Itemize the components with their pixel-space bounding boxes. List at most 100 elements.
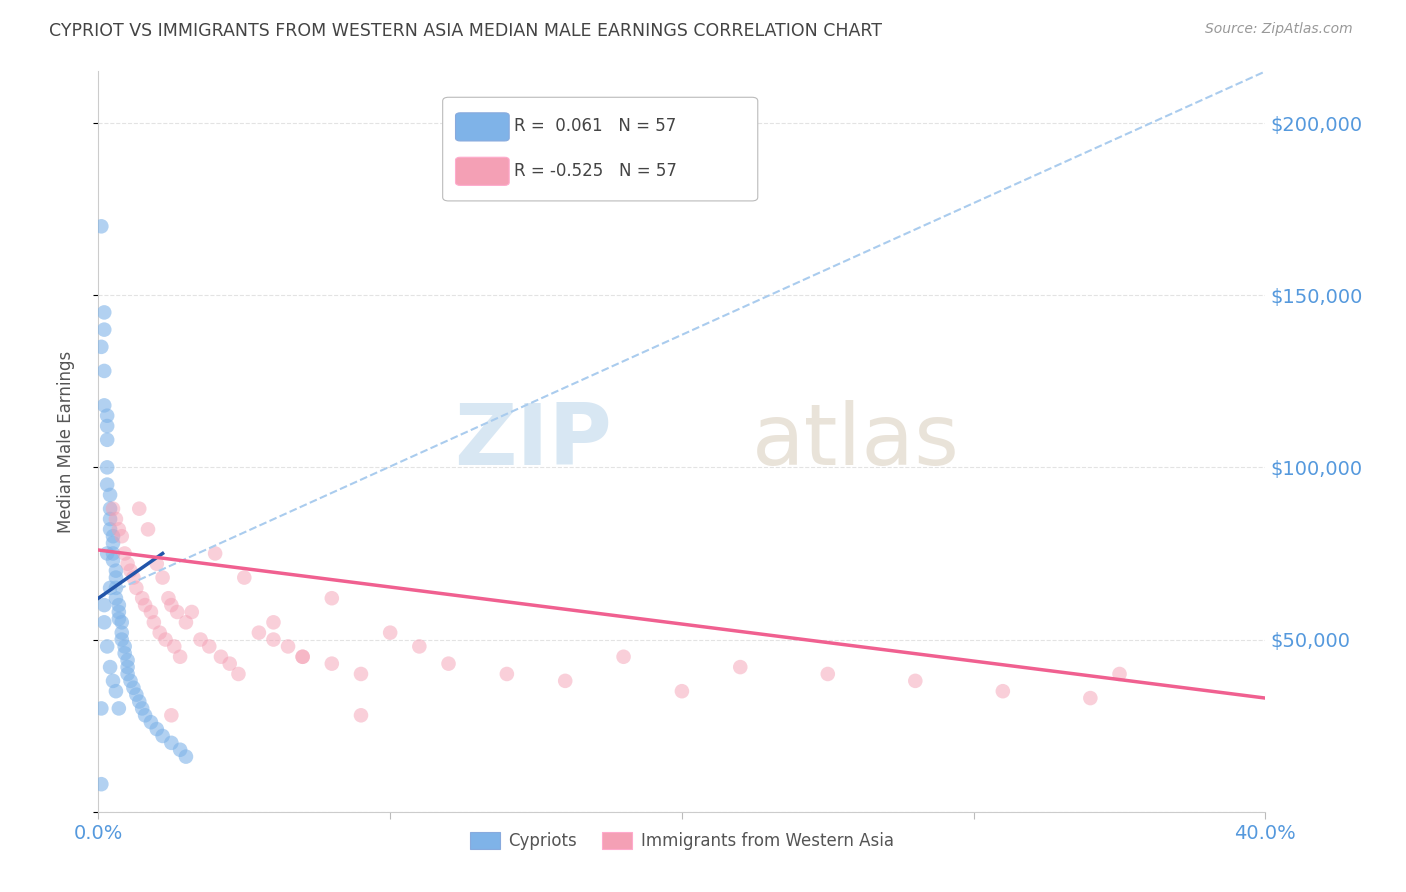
Point	[408, 640, 430, 654]
Point	[98, 522, 121, 536]
Point	[180, 605, 202, 619]
Point	[96, 460, 118, 475]
Point	[554, 673, 576, 688]
Point	[437, 657, 460, 671]
Point	[991, 684, 1014, 698]
Point	[350, 708, 373, 723]
Point	[350, 667, 373, 681]
Text: atlas: atlas	[752, 400, 960, 483]
Point	[98, 581, 121, 595]
Point	[114, 640, 136, 654]
Point	[93, 364, 115, 378]
Point	[108, 522, 131, 536]
Point	[152, 570, 174, 584]
Point	[101, 553, 124, 567]
Point	[96, 419, 118, 434]
Point	[111, 615, 134, 630]
Point	[104, 512, 127, 526]
Point	[149, 625, 172, 640]
Point	[104, 684, 127, 698]
Point	[104, 570, 127, 584]
Point	[104, 564, 127, 578]
Point	[93, 598, 115, 612]
Point	[155, 632, 177, 647]
Text: CYPRIOT VS IMMIGRANTS FROM WESTERN ASIA MEDIAN MALE EARNINGS CORRELATION CHART: CYPRIOT VS IMMIGRANTS FROM WESTERN ASIA …	[49, 22, 882, 40]
Point	[247, 625, 270, 640]
Point	[98, 660, 121, 674]
Point	[128, 694, 150, 708]
Point	[291, 649, 314, 664]
Point	[101, 501, 124, 516]
Point	[1080, 691, 1102, 706]
Point	[163, 640, 186, 654]
Point	[96, 640, 118, 654]
Point	[101, 536, 124, 550]
Point	[157, 591, 180, 606]
Point	[218, 657, 240, 671]
Point	[160, 708, 183, 723]
Point	[93, 323, 115, 337]
Point	[160, 736, 183, 750]
Point	[152, 729, 174, 743]
Point	[111, 625, 134, 640]
Legend: Cypriots, Immigrants from Western Asia: Cypriots, Immigrants from Western Asia	[464, 825, 900, 856]
Point	[90, 777, 112, 791]
Point	[142, 615, 165, 630]
Point	[146, 557, 169, 571]
Point	[117, 667, 139, 681]
FancyBboxPatch shape	[443, 97, 758, 201]
Point	[380, 625, 402, 640]
Point	[125, 688, 148, 702]
Point	[101, 673, 124, 688]
Point	[204, 546, 226, 560]
Point	[120, 673, 142, 688]
Point	[321, 657, 343, 671]
Point	[228, 667, 250, 681]
Point	[128, 501, 150, 516]
Point	[131, 591, 153, 606]
Point	[1108, 667, 1130, 681]
Point	[817, 667, 839, 681]
Point	[117, 660, 139, 674]
Point	[90, 340, 112, 354]
Point	[108, 605, 131, 619]
Point	[111, 632, 134, 647]
Point	[262, 615, 284, 630]
Point	[101, 529, 124, 543]
Text: ZIP: ZIP	[454, 400, 612, 483]
Point	[262, 632, 284, 647]
Point	[125, 581, 148, 595]
Point	[90, 701, 112, 715]
Point	[114, 646, 136, 660]
Point	[233, 570, 256, 584]
Point	[98, 501, 121, 516]
Point	[134, 598, 156, 612]
Point	[117, 653, 139, 667]
Point	[174, 615, 197, 630]
Point	[136, 522, 159, 536]
Point	[209, 649, 232, 664]
Point	[117, 557, 139, 571]
Point	[120, 564, 142, 578]
Point	[98, 512, 121, 526]
Point	[169, 649, 191, 664]
Point	[190, 632, 212, 647]
Point	[104, 581, 127, 595]
Point	[122, 570, 145, 584]
Point	[169, 743, 191, 757]
Point	[96, 433, 118, 447]
Text: R =  0.061   N = 57: R = 0.061 N = 57	[513, 117, 676, 136]
Point	[111, 529, 134, 543]
Point	[114, 546, 136, 560]
FancyBboxPatch shape	[456, 112, 509, 141]
Point	[134, 708, 156, 723]
Point	[166, 605, 188, 619]
Point	[104, 591, 127, 606]
Point	[496, 667, 519, 681]
Point	[93, 305, 115, 319]
Point	[139, 715, 162, 730]
Point	[904, 673, 927, 688]
Y-axis label: Median Male Earnings: Median Male Earnings	[56, 351, 75, 533]
Point	[93, 615, 115, 630]
Point	[108, 701, 131, 715]
